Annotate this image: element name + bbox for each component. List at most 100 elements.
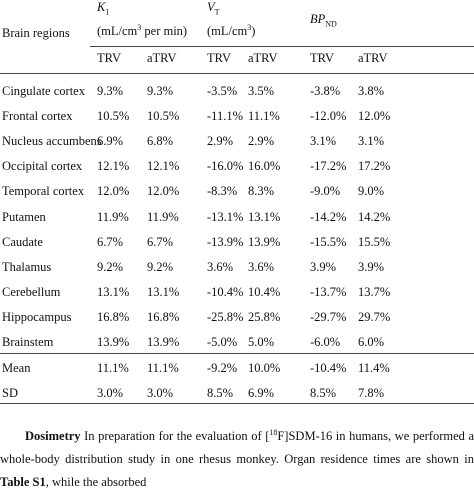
cell: -17.2% [310,159,347,174]
unit: (mL/cm3) [207,22,256,38]
text: In preparation for the evaluation of [ [80,429,270,443]
row-label: Temporal cortex [2,184,85,199]
cell: -9.0% [310,184,341,199]
cell: 9.3% [97,84,124,98]
unit: (mL/cm3 per min) [97,23,188,38]
column-header: TRV [207,51,231,65]
subscript: 1 [105,7,110,17]
cell: 11.9% [97,209,129,224]
cell: 13.1% [147,284,180,299]
cell: 25.8% [248,309,281,324]
cell: 13.1% [248,209,281,224]
superscript: 3 [247,22,252,32]
subscript: T [214,7,220,17]
cell: 6.9% [97,134,124,149]
cell: 3.1% [310,134,337,149]
text: (mL/cm [207,24,248,38]
cell: 3.6% [207,259,234,274]
reference: Table S1 [0,475,46,489]
row-label: Thalamus [2,259,52,274]
cell: -29.7% [310,309,347,324]
cell: 6.7% [147,234,174,249]
subscript: ND [325,19,337,29]
cell: 11.1% [248,109,280,124]
cell: 10.0% [248,361,281,375]
row-label: Frontal cortex [2,109,73,124]
cell: 8.3% [248,184,275,199]
cell: 3.5% [248,84,275,98]
cell: 2.9% [248,134,275,149]
cell: -8.3% [207,184,238,199]
text: per min) [141,24,188,38]
cell: 3.0% [97,386,124,401]
cell: 13.9% [248,234,281,249]
cell: -5.0% [207,335,238,349]
group-header: K1 [97,0,110,17]
group-header: VT [207,0,220,17]
column-header: aTRV [147,51,177,65]
row-label: SD [2,386,18,401]
row-label-header: Brain regions [2,26,70,40]
cell: 6.7% [97,234,124,249]
cell: 3.0% [147,386,174,401]
cell: -14.2% [310,209,347,224]
column-header: TRV [97,51,121,65]
cell: 2.9% [207,134,234,149]
cell: -3.8% [310,84,341,98]
cell: 3.8% [358,84,385,98]
rule [0,73,474,74]
cell: 11.4% [358,361,390,375]
text: ) [251,24,256,38]
cell: 3.9% [310,259,337,274]
cell: 10.4% [248,284,281,299]
rule [90,46,474,47]
cell: 8.5% [207,386,234,401]
cell: 11.9% [147,209,179,224]
symbol: BP [310,12,326,26]
column-header: aTRV [358,51,388,65]
cell: 12.1% [147,159,180,174]
row-label: Mean [2,361,31,375]
cell: 3.1% [358,134,385,149]
cell: 13.7% [358,284,391,299]
row-label: Cerebellum [2,284,61,299]
cell: -11.1% [207,109,243,124]
row-label: Nucleus accumbens [2,134,102,149]
column-header: aTRV [248,51,278,65]
cell: 14.2% [358,209,391,224]
cell: 3.9% [358,259,385,274]
cell: 15.5% [358,234,391,249]
cell: 13.9% [97,335,130,349]
text: , while the absorbed [45,475,147,489]
cell: 9.2% [147,259,174,274]
cell: 11.1% [147,361,179,375]
cell: -12.0% [310,109,347,124]
cell: 7.8% [358,386,385,401]
cell: 12.0% [147,184,180,199]
cell: -3.5% [207,84,238,98]
cell: -9.2% [207,361,238,375]
cell: -16.0% [207,159,244,174]
symbol: V [207,0,215,14]
rule [0,403,474,404]
paragraph: Dosimetry In preparation for the evaluat… [0,425,474,494]
text: (mL/cm [97,24,138,38]
cell: 9.0% [358,184,385,199]
cell: 12.0% [358,109,391,124]
cell: 6.8% [147,134,174,149]
cell: 16.0% [248,159,281,174]
cell: -6.0% [310,335,341,349]
cell: 11.1% [97,361,129,375]
cell: 16.8% [97,309,130,324]
row-label: Cingulate cortex [2,84,85,98]
cell: 9.2% [97,259,124,274]
cell: 3.6% [248,259,275,274]
cell: 13.9% [147,335,180,349]
cell: 8.5% [310,386,337,401]
cell: -25.8% [207,309,244,324]
cell: 5.0% [248,335,275,349]
column-header: TRV [310,51,334,65]
cell: 12.1% [97,159,130,174]
row-label: Caudate [2,234,43,249]
